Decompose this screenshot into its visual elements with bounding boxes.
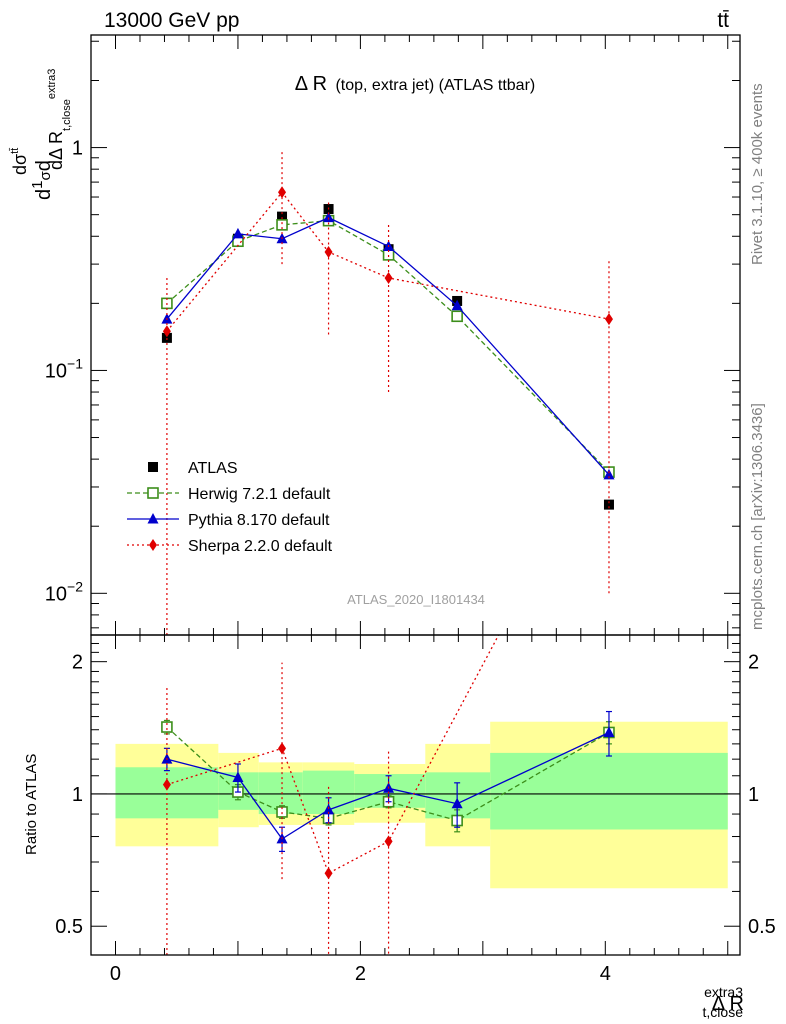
legend-marker	[148, 462, 158, 472]
legend-label: Sherpa 2.2.0 default	[188, 538, 333, 555]
data-point	[323, 211, 335, 223]
ratio-y-tick-label-right: 2	[748, 652, 759, 674]
legend-label: ATLAS	[188, 460, 238, 477]
band-inner-green	[490, 752, 728, 830]
plot-title-rest: (top, extra jet) (ATLAS ttbar)	[335, 77, 535, 94]
ratio-point	[384, 835, 393, 848]
data-point	[603, 499, 614, 510]
ratio-y-tick-label-left: 0.5	[55, 916, 83, 938]
legend-marker	[147, 513, 159, 524]
ratio-point	[451, 797, 463, 809]
x-tick-label: 4	[600, 963, 611, 985]
data-point	[278, 186, 287, 199]
ratio-point	[603, 726, 615, 737]
y-tick-label-base: 10	[45, 360, 67, 382]
legend-label: Herwig 7.2.1 default	[188, 486, 331, 503]
legend-label: Pythia 8.170 default	[188, 512, 330, 529]
series-ratio-3	[162, 635, 500, 955]
ratio-y-tick-label-right: 1	[748, 784, 759, 806]
data-point	[277, 211, 288, 222]
ratio-line	[166, 635, 500, 875]
x-tick-label: 0	[110, 963, 121, 985]
side-label-bottom: mcplots.cern.ch [arXiv:1306.3436]	[749, 403, 766, 630]
band-inner-green	[425, 772, 491, 819]
x-tick-label: 2	[355, 963, 366, 985]
data-point	[324, 245, 333, 258]
ratio-point	[162, 778, 171, 791]
header-left: 13000 GeV pp	[104, 9, 239, 32]
analysis-id-label: ATLAS_2020_I1801434	[347, 592, 485, 607]
legend-entry: Sherpa 2.2.0 default	[127, 538, 333, 555]
ratio-point	[276, 806, 288, 818]
data-point	[603, 468, 615, 480]
data-point	[161, 332, 172, 343]
series-top-3	[162, 149, 613, 635]
ratio-point	[232, 771, 244, 782]
legend-entry: Herwig 7.2.1 default	[127, 486, 331, 503]
legend: ATLAS Herwig 7.2.1 default Pythia 8.170 de…	[127, 460, 333, 555]
ratio-point	[161, 721, 173, 733]
ratio-y-tick-label-left: 2	[72, 652, 83, 674]
ratio-panel-frame	[90, 634, 741, 956]
y-tick-label-exp: −2	[67, 578, 83, 594]
y-tick-label-base: 1	[72, 138, 83, 160]
ratio-point	[278, 742, 287, 755]
x-axis-label-sup: extra3	[704, 984, 743, 1000]
x-axis-label-main: Δ R	[712, 993, 744, 1015]
ratio-y-tick-label-left: 1	[72, 784, 83, 806]
ratio-y-tick-label-right: 0.5	[748, 916, 776, 938]
plot-title-main: Δ R	[295, 73, 327, 95]
data-point	[451, 310, 463, 323]
legend-marker	[149, 539, 157, 551]
data-point	[384, 271, 393, 284]
legend-entry: Pythia 8.170 default	[127, 512, 330, 529]
y-tick-label-base: 10	[45, 583, 67, 605]
y-axis-label-bottom: Ratio to ATLAS	[23, 754, 40, 855]
plot-title: Δ R (top, extra jet) (ATLAS ttbar)	[295, 73, 535, 95]
x-axis-label: Δ R	[712, 993, 744, 1015]
y-tick-label-top: 1	[72, 138, 83, 160]
top-panel-series	[161, 149, 615, 635]
y-tick-label-top: 10−1	[45, 355, 83, 382]
data-point	[451, 299, 463, 311]
data-point	[604, 313, 613, 326]
legend-entry: ATLAS	[148, 460, 238, 477]
y-tick-label-exp: −1	[67, 355, 83, 371]
ratio-point	[323, 803, 335, 815]
ratio-point	[324, 867, 333, 880]
data-point	[276, 219, 288, 231]
y-axis-label-top-text: d1σd	[29, 160, 55, 200]
x-axis-label-sub: t,close	[703, 1004, 744, 1020]
legend-marker	[147, 487, 159, 499]
side-label-top: Rivet 3.1.10, ≥ 400k events	[749, 83, 766, 265]
y-tick-label-top: 10−2	[45, 578, 83, 605]
ratio-panel-series	[161, 635, 615, 955]
data-point	[162, 325, 171, 338]
y-axis-label-top-num: dσtt̄	[9, 147, 30, 175]
ratio-uncertainty-bands	[91, 721, 740, 889]
header-right: tt̄	[717, 9, 729, 32]
data-point	[232, 227, 244, 239]
